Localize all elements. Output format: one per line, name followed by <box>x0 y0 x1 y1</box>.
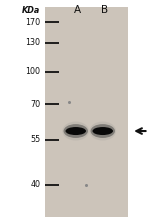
Text: A: A <box>74 5 81 15</box>
Text: 40: 40 <box>30 180 40 189</box>
Text: 170: 170 <box>25 18 40 27</box>
Ellipse shape <box>66 127 86 135</box>
Ellipse shape <box>64 124 88 138</box>
Ellipse shape <box>62 122 89 140</box>
Text: 70: 70 <box>30 100 40 109</box>
Bar <box>45 7 128 217</box>
Ellipse shape <box>93 127 113 135</box>
Text: 55: 55 <box>30 136 40 144</box>
Ellipse shape <box>89 122 116 140</box>
Text: 100: 100 <box>26 67 40 76</box>
Text: 130: 130 <box>26 38 40 47</box>
Ellipse shape <box>91 124 115 138</box>
Text: KDa: KDa <box>22 6 40 15</box>
Text: B: B <box>101 5 108 15</box>
